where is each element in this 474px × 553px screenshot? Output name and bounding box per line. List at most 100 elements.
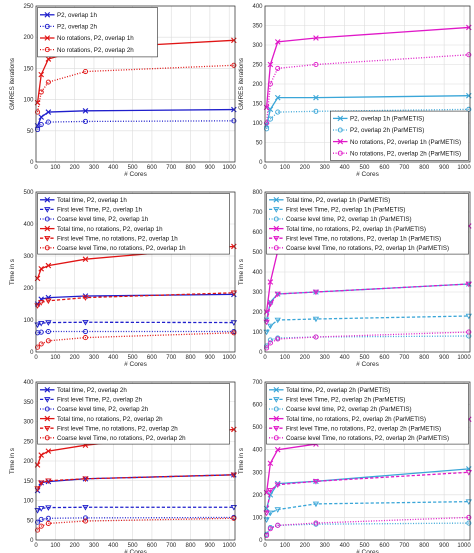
data-point — [264, 345, 270, 351]
x-tick-label: 700 — [166, 355, 177, 361]
y-tick-label: 150 — [23, 479, 34, 485]
y-tick-label: 350 — [23, 400, 34, 406]
x-tick-label: 0 — [34, 543, 38, 549]
x-tick-label: 900 — [439, 543, 450, 549]
x-tick-label: 1000 — [223, 543, 237, 549]
data-point — [34, 330, 41, 336]
y-tick-label: 300 — [252, 43, 263, 49]
x-tick-label: 800 — [419, 543, 430, 549]
legend-marker — [273, 397, 280, 403]
data-point — [275, 65, 281, 71]
data-point — [45, 328, 51, 335]
data-point — [313, 334, 319, 340]
y-tick-label: 0 — [259, 160, 263, 166]
legend-entry: Total time, no rotations, P2, overlap 1h… — [286, 226, 426, 233]
series-line-5 — [265, 283, 469, 323]
y-tick-label: 600 — [252, 230, 263, 236]
x-tick-label: 1000 — [223, 355, 237, 361]
data-point — [267, 337, 273, 343]
legend-entry: No rotations, P2, overlap 2h — [57, 47, 134, 54]
data-point — [267, 301, 274, 308]
y-axis-label: Time in s — [9, 258, 16, 285]
legend-marker — [337, 115, 344, 122]
legend-entry: First level Time, no rotations, P2, over… — [57, 425, 178, 432]
axes-frame — [35, 191, 236, 353]
data-point — [45, 262, 52, 269]
data-point — [82, 118, 89, 124]
data-point — [82, 295, 89, 301]
data-point — [82, 256, 89, 262]
data-point — [231, 426, 237, 433]
legend-box — [37, 7, 158, 58]
data-point — [38, 329, 44, 335]
x-tick-label: 800 — [419, 355, 430, 361]
y-tick-label: 400 — [23, 380, 34, 386]
data-point — [313, 35, 319, 41]
series-line-5 — [37, 292, 234, 307]
legend-entry: No rotations, P2, overlap 1h — [57, 35, 134, 42]
legend-entry: Total time, P2, overlap 2h — [57, 387, 127, 394]
y-tick-label: 800 — [252, 190, 263, 196]
legend-marker — [44, 397, 51, 403]
x-tick-label: 600 — [147, 355, 158, 361]
series-line-2 — [266, 315, 469, 333]
data-point — [45, 505, 52, 511]
legend-entry: First level Time, no rotations, P2, over… — [57, 235, 178, 242]
data-point — [263, 517, 270, 523]
data-point — [38, 480, 45, 487]
legend-marker — [273, 387, 280, 393]
legend-marker — [273, 207, 280, 213]
legend-marker — [273, 406, 279, 412]
series-line-6 — [266, 516, 469, 536]
x-tick-label: 100 — [280, 165, 291, 171]
series-line-5 — [265, 471, 469, 514]
x-tick-label: 700 — [399, 355, 410, 361]
y-tick-label: 700 — [252, 380, 263, 386]
data-point — [267, 81, 273, 87]
y-tick-label: 250 — [23, 4, 34, 10]
axes-frame — [35, 5, 236, 163]
data-point — [82, 328, 89, 335]
chart-panel-2: 0 100 200 300 400 500 600 700 800 900 1000 0 50 100 15… — [238, 4, 472, 178]
legend-entry: Coarse level time, P2, overlap 1h — [57, 216, 149, 223]
y-axis-label: Time in s — [238, 258, 245, 285]
x-tick-label: 200 — [300, 355, 311, 361]
x-tick-label: 100 — [50, 355, 61, 361]
legend-entry: No rotations, P2, overlap 1h (ParMETIS) — [350, 139, 461, 146]
y-tick-label: 50 — [27, 518, 34, 524]
x-axis-label: # Cores — [356, 361, 380, 368]
data-point — [267, 279, 274, 285]
legend-marker — [337, 150, 343, 156]
data-point — [38, 114, 45, 120]
data-point — [231, 243, 237, 250]
x-tick-label: 700 — [399, 543, 410, 549]
data-point — [274, 507, 281, 513]
x-tick-label: 100 — [50, 543, 61, 549]
x-tick-label: 800 — [186, 355, 197, 361]
y-tick-label: 150 — [23, 66, 34, 72]
y-tick-label: 100 — [252, 515, 263, 521]
data-point — [38, 266, 45, 272]
data-point — [466, 52, 472, 58]
data-point — [45, 338, 51, 344]
legend-marker — [273, 235, 280, 242]
data-point — [34, 109, 41, 115]
y-tick-label: 300 — [252, 290, 263, 296]
data-point — [34, 127, 41, 133]
data-point — [466, 520, 472, 526]
x-tick-label: 900 — [205, 165, 216, 171]
data-point — [263, 510, 270, 517]
data-point — [45, 79, 51, 85]
legend-entry: First level Time, no rotations, P2, over… — [286, 235, 441, 242]
x-tick-label: 1000 — [457, 543, 471, 549]
x-axis-label: # Cores — [124, 171, 148, 178]
legend-marker — [337, 138, 344, 145]
data-point — [466, 514, 472, 520]
legend-entry: Coarse level Time, no rotations, P2, ove… — [286, 245, 449, 252]
x-tick-label: 200 — [70, 165, 81, 171]
y-tick-label: 200 — [23, 35, 34, 41]
data-point — [231, 515, 237, 521]
legend-marker — [44, 415, 51, 422]
data-point — [38, 452, 45, 458]
series-line-2 — [266, 500, 469, 521]
